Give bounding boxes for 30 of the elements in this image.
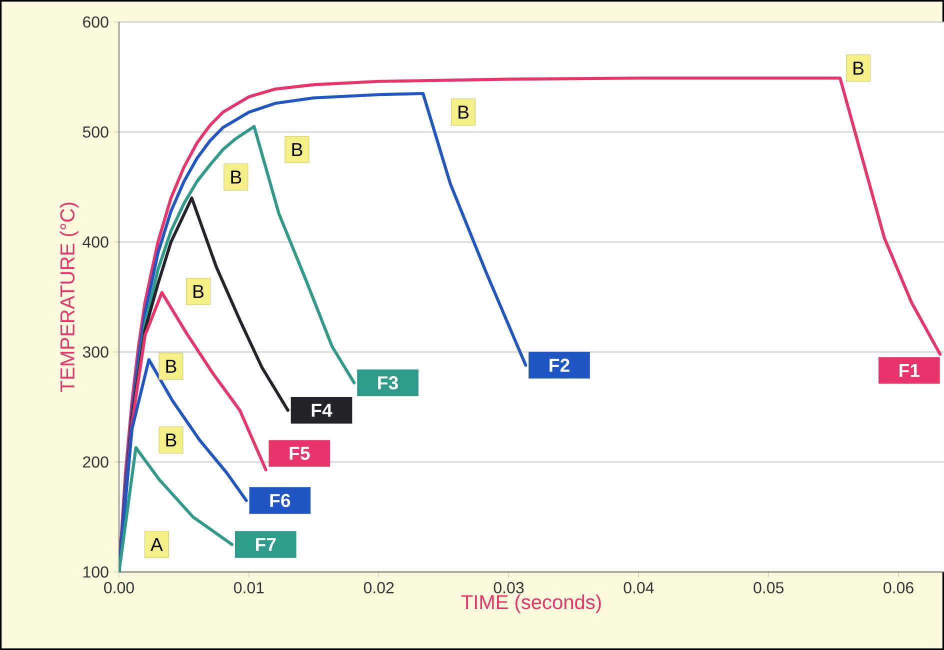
y-tick-label: 100 [83,566,108,578]
x-tick-label: 0.02 [364,582,394,594]
annotation: B [854,62,864,75]
annotation: B [458,106,469,119]
series-label: F4 [312,404,332,417]
y-axis-title: TEMPERATURE (°C) [60,202,78,392]
x-tick-label: 0.06 [884,582,914,594]
annotation: B [231,170,242,184]
y-tick-label: 300 [82,346,108,358]
x-tick-label: 0.05 [754,582,784,594]
series-label: F6 [270,494,290,508]
x-tick-label: 0.00 [104,582,134,594]
x-tick-label: 0.04 [624,582,654,594]
x-tick-label: 0.01 [234,582,264,594]
annotation: B [292,143,302,156]
annotation: B [194,285,204,298]
y-tick-label: 400 [82,236,108,248]
y-tick-label: 500 [82,126,108,138]
y-tick-label: 600 [83,16,108,28]
series-label: F3 [378,376,398,390]
series-label: F2 [550,358,570,372]
series-label: F5 [290,446,310,460]
series-label: F7 [256,538,276,551]
x-tick-label: 0.03 [494,582,524,594]
x-axis-title: TIME (seconds) [461,594,601,614]
annotation: B [166,360,176,373]
y-tick-label: 200 [83,456,108,468]
annotation: B [166,434,176,446]
series-label: F1 [900,364,920,377]
annotation: A [150,538,163,551]
